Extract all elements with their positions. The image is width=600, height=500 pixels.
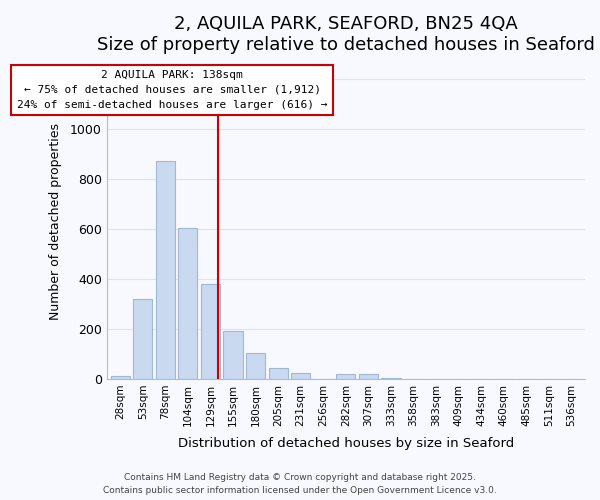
Y-axis label: Number of detached properties: Number of detached properties [49, 123, 62, 320]
Bar [291, 372, 310, 379]
Bar [133, 299, 152, 379]
Bar [110, 376, 130, 379]
Text: Contains HM Land Registry data © Crown copyright and database right 2025.
Contai: Contains HM Land Registry data © Crown c… [103, 474, 497, 495]
Bar [382, 378, 401, 379]
Bar [336, 374, 355, 379]
Bar [201, 284, 220, 379]
Bar [156, 162, 175, 379]
X-axis label: Distribution of detached houses by size in Seaford: Distribution of detached houses by size … [178, 437, 514, 450]
Bar [223, 332, 242, 379]
Bar [246, 353, 265, 379]
Text: 2 AQUILA PARK: 138sqm
← 75% of detached houses are smaller (1,912)
24% of semi-d: 2 AQUILA PARK: 138sqm ← 75% of detached … [17, 70, 328, 110]
Bar [178, 228, 197, 379]
Title: 2, AQUILA PARK, SEAFORD, BN25 4QA
Size of property relative to detached houses i: 2, AQUILA PARK, SEAFORD, BN25 4QA Size o… [97, 15, 595, 54]
Bar [269, 368, 288, 379]
Bar [359, 374, 378, 379]
